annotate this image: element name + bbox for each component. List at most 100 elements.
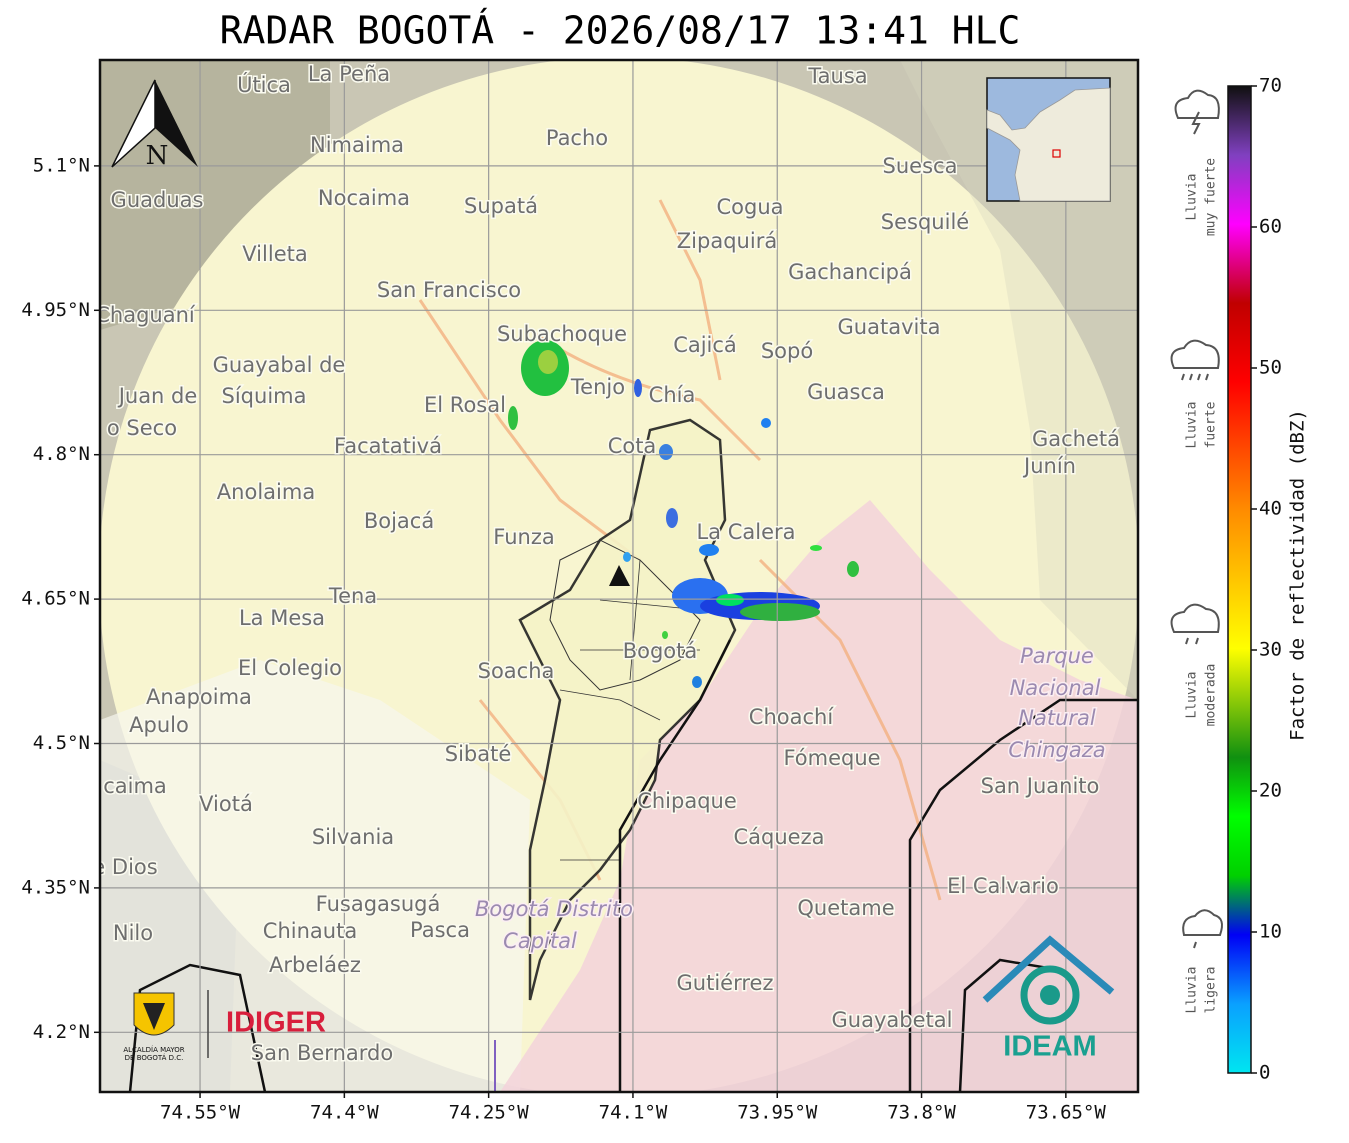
terrain [900, 60, 1138, 700]
place-label: Nocaima [318, 186, 410, 210]
place-label: Gachetá [1032, 427, 1120, 451]
place-label: Arbeláez [269, 953, 361, 977]
place-label: Pacho [546, 126, 608, 150]
icon-moderate-rain [1170, 603, 1220, 645]
x-tick-label: 73.8°W [887, 1102, 956, 1124]
place-label: Chaguaní [95, 303, 196, 327]
x-tick-label: 74.25°W [449, 1102, 530, 1124]
place-label: Guasca [807, 380, 885, 404]
place-label: Silvania [312, 825, 394, 849]
place-label: o Seco [107, 416, 177, 440]
place-label: Facatativá [334, 434, 442, 458]
place-label: Guatavita [838, 315, 941, 339]
department-boundary [128, 639, 1138, 1092]
place-label: Sopó [761, 339, 813, 363]
area-label: Chingaza [1008, 738, 1105, 762]
place-label: Útica [237, 72, 291, 97]
graticule [100, 60, 1138, 1092]
area-label: Capital [503, 929, 577, 953]
place-label: Quetame [797, 896, 894, 920]
place-label: Cáqueza [734, 825, 825, 849]
place-label: Junín [1022, 454, 1076, 478]
place-labels: La Peña Útica Tausa Pacho Nimaima Guaduas Noca… [92, 61, 1122, 1067]
place-label: Tena [328, 584, 377, 608]
icon-light-rain [1182, 909, 1223, 949]
map: La Peña Útica Tausa Pacho Nimaima Guaduas Noca… [92, 60, 1138, 1092]
place-label: La Mesa [239, 606, 325, 630]
place-label: Supatá [464, 194, 538, 218]
place-label: Bogotá [623, 639, 698, 663]
rain-level-label: Lluvia [1185, 672, 1200, 719]
title: RADAR BOGOTÁ - 2026/08/17 13:41 HLC [220, 9, 1021, 53]
place-label: Choachí [749, 705, 835, 729]
y-tick-label: 4.5°N [33, 732, 90, 754]
rain-level-label: fuerte [1204, 401, 1219, 448]
rain-level-label: Lluvia [1185, 967, 1200, 1014]
icon-heavy-storm [1174, 89, 1220, 135]
locality-boundary [559, 559, 701, 861]
place-label: Guayabetal [832, 1008, 953, 1032]
axes: 74.55°W 74.4°W 74.25°W 74.1°W 73.95°W 73.8°W 7… [21, 154, 1106, 1123]
colorbar-tick-label: 0 [1259, 1062, 1270, 1084]
place-label: Chía [649, 383, 696, 407]
x-tick-label: 74.4°W [310, 1102, 379, 1124]
place-label: San Francisco [377, 278, 521, 302]
place-label: San Bernardo [251, 1041, 393, 1065]
place-label: Tausa [807, 64, 867, 88]
area-label: Natural [1018, 706, 1096, 730]
colorbar-ticks: 0 10 20 30 40 50 60 70 [1251, 75, 1282, 1084]
place-label: Funza [493, 525, 554, 549]
place-label: Gachancipá [788, 260, 912, 284]
place-label: Guaduas [111, 188, 204, 212]
colorbar-tick-label: 30 [1259, 639, 1282, 661]
area-label: Parque [1020, 644, 1094, 668]
place-label: El Colegio [238, 656, 342, 680]
area-label: Nacional [1010, 676, 1101, 700]
place-label: Nilo [113, 921, 153, 945]
place-label: La Calera [696, 520, 795, 544]
place-label: Síquima [222, 384, 307, 408]
y-tick-label: 5.1°N [33, 154, 90, 176]
rain-level-label: ligera [1204, 967, 1219, 1014]
place-label: La Peña [308, 62, 390, 86]
x-tick-label: 74.55°W [160, 1102, 241, 1124]
place-label: Suesca [883, 154, 958, 178]
x-tick-label: 73.65°W [1026, 1102, 1107, 1124]
place-label: Zipaquirá [677, 229, 777, 253]
colorbar-label: Factor de reflectividad (dBZ) [1287, 409, 1309, 741]
colorbar-tick-label: 70 [1259, 75, 1282, 97]
y-tick-label: 4.95°N [21, 299, 90, 321]
place-label: Fusagasugá [316, 892, 441, 916]
place-label: Sesquilé [881, 210, 969, 234]
place-label: Viotá [199, 792, 253, 816]
place-label: Guayabal de [213, 353, 346, 377]
ideam-logo: IDEAM [982, 935, 1115, 1063]
colorbar-tick-label: 20 [1259, 780, 1282, 802]
idiger-logo: IDIGER [226, 1007, 326, 1039]
place-label: Bojacá [364, 509, 434, 533]
x-tick-label: 74.1°W [599, 1102, 668, 1124]
rain-levels: Lluvia muy fuerte Lluvia fuerte Lluvia modera… [1170, 89, 1223, 1014]
place-label: Tenjo [570, 375, 625, 399]
north-label: N [146, 141, 169, 171]
radar-site [609, 565, 630, 586]
place-label: Fómeque [783, 746, 880, 770]
rain-level-label: Lluvia [1185, 402, 1200, 449]
radar-echoes [508, 340, 859, 688]
area-label: Bogotá Distrito [475, 897, 633, 921]
place-label: El Rosal [424, 393, 506, 417]
alcaldia-logo: ALCALDÍA MAYOR DE BOGOTÁ D.C. IDIGER [123, 990, 326, 1062]
place-label: e Dios [92, 855, 157, 879]
colorbar-tick-label: 60 [1259, 216, 1282, 238]
rain-level-label: Lluvia [1185, 174, 1200, 221]
place-label: Juan de [117, 384, 198, 408]
place-label: Cota [608, 434, 657, 458]
y-tick-label: 4.35°N [21, 876, 90, 898]
place-label: Nimaima [310, 133, 404, 157]
bogota-boundary [518, 418, 737, 1001]
rain-level-label: muy fuerte [1204, 158, 1219, 236]
place-label: El Calvario [947, 874, 1059, 898]
place-label: caima [103, 774, 167, 798]
place-label: Gutiérrez [677, 971, 774, 995]
place-label: Chipaque [637, 789, 737, 813]
